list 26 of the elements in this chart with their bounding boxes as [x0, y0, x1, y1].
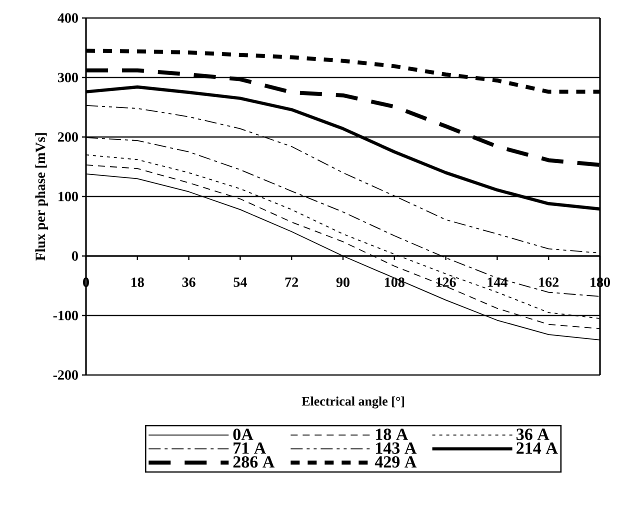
y-tick-label: 200 [58, 132, 78, 142]
x-axis-title: Electrical angle [°] [302, 396, 404, 408]
y-tick-label: -100 [53, 310, 78, 320]
legend-label: 36 A [516, 428, 550, 440]
x-tick-label: 144 [488, 278, 508, 287]
x-tick-label: 18 [132, 278, 144, 287]
x-tick-label: 108 [385, 278, 404, 287]
y-tick-label: 0 [72, 251, 78, 261]
legend-label: 286 A [233, 456, 275, 468]
x-tick-label: 90 [336, 278, 350, 287]
x-tick-label: 72 [285, 278, 298, 287]
x-tick-label: 162 [539, 278, 559, 287]
legend-label: 18 A [376, 428, 408, 440]
legend-label: 71 A [234, 442, 266, 454]
legend-label: 143 A [376, 442, 417, 454]
legend-label: 214 A [516, 442, 558, 454]
y-axis-title: Flux per phase [mVs] [35, 133, 48, 261]
y-tick-label: 300 [58, 72, 78, 82]
y-tick-label: 400 [58, 13, 78, 23]
legend-label: 429 A [374, 456, 417, 468]
legend-label: 0A [233, 428, 254, 440]
x-tick-label: 36 [182, 278, 196, 287]
x-tick-label: 126 [436, 278, 456, 287]
y-tick-label: 100 [58, 192, 78, 202]
x-tick-label: 54 [234, 278, 247, 287]
y-tick-label: -200 [53, 370, 78, 380]
